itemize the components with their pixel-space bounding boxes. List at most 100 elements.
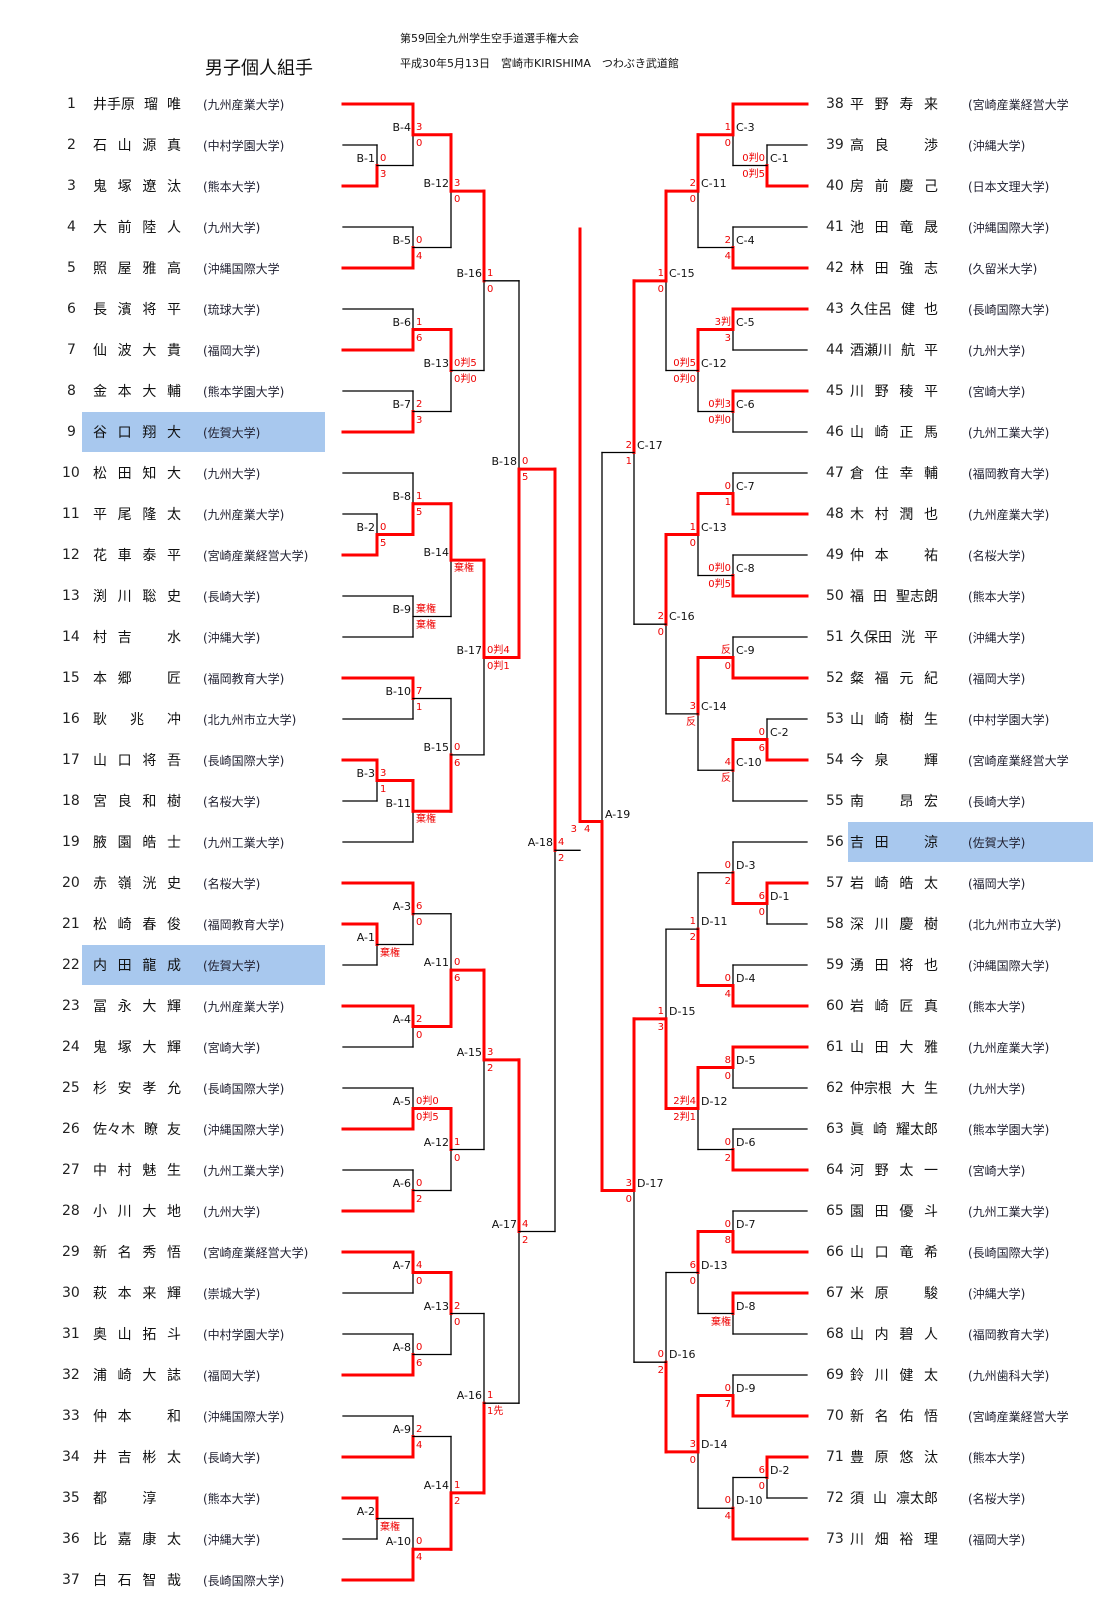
player-university: (沖縄大学) bbox=[968, 138, 1026, 153]
player-row: 73 川畑裕理 (福岡大学) bbox=[826, 1519, 1093, 1559]
score-bottom: 反 bbox=[686, 716, 696, 728]
player-name: 井手原瑠唯 bbox=[93, 94, 181, 114]
player-name-part: 淳 bbox=[142, 1491, 157, 1507]
score-bottom: 0判0 bbox=[708, 414, 731, 426]
match-label: D-8 bbox=[736, 1299, 756, 1313]
match-label: B-16 bbox=[456, 266, 482, 280]
player-university: (久留米大学) bbox=[968, 261, 1038, 276]
player-university: (佐賀大学) bbox=[203, 425, 261, 440]
player-name-part: 輝 bbox=[923, 753, 938, 769]
score-top: 0 bbox=[724, 1218, 731, 1230]
player-row: 61 山田大雅 (九州産業大学) bbox=[826, 1027, 1093, 1067]
match-label: A-9 bbox=[392, 1422, 411, 1436]
player-name-part: 川 bbox=[850, 384, 864, 400]
player-name-part: 田 bbox=[874, 1204, 889, 1220]
player-name-part: 谷 bbox=[93, 425, 107, 441]
player-name-part: 泉 bbox=[874, 753, 889, 769]
score-top: 反 bbox=[721, 644, 731, 656]
player-number: 22 bbox=[62, 957, 80, 973]
player-row: 5 照屋雅高 (沖縄国際大学 bbox=[67, 248, 325, 288]
score-top: 0 bbox=[724, 859, 731, 871]
player-name: 久保田洸平 bbox=[850, 627, 938, 647]
score-bottom: 4 bbox=[416, 250, 423, 262]
match-label: B-18 bbox=[491, 455, 517, 469]
score-bottom: 1 bbox=[724, 496, 731, 508]
player-university: (日本文理大学) bbox=[968, 179, 1050, 194]
player-name-part: 大 bbox=[142, 999, 157, 1015]
player-university: (宮崎産業経営大学) bbox=[203, 1245, 309, 1260]
score-bottom: 0 bbox=[724, 137, 731, 149]
player-name-part: 野 bbox=[874, 97, 889, 113]
player-number: 53 bbox=[826, 711, 844, 727]
player-name-part: 福 bbox=[850, 589, 864, 605]
player-number: 67 bbox=[826, 1285, 844, 1301]
player-name: 倉住幸輔 bbox=[850, 463, 938, 483]
player-university: (九州工業大学) bbox=[968, 425, 1050, 440]
player-university: (長崎大学) bbox=[203, 589, 261, 604]
player-university: (名桜大学) bbox=[968, 1491, 1026, 1506]
player-number: 72 bbox=[826, 1490, 844, 1506]
player-row: 44 酒瀬川航平 (九州大学) bbox=[826, 330, 1093, 370]
player-name: 中村魅生 bbox=[93, 1160, 181, 1180]
player-name: 冨永大輝 bbox=[93, 996, 181, 1016]
player-university: (福岡教育大学) bbox=[203, 917, 285, 932]
match-label: D-15 bbox=[669, 1004, 696, 1018]
player-university: (九州大学) bbox=[203, 1204, 261, 1219]
score-top: 2 bbox=[724, 234, 731, 246]
score-top: 4 bbox=[522, 1218, 529, 1230]
match-label: D-12 bbox=[701, 1094, 728, 1108]
player-name-part: 安 bbox=[117, 1081, 132, 1097]
player-name-part: 生 bbox=[923, 712, 938, 728]
score-top: 0判0 bbox=[416, 1095, 439, 1107]
player-name-part: 汰 bbox=[923, 1450, 938, 1466]
player-name-part: 誌 bbox=[166, 1368, 181, 1384]
player-name-part: 崎 bbox=[117, 1368, 132, 1384]
player-name-part: 房 bbox=[850, 179, 864, 195]
player-row: 71 豊原悠汰 (熊本大学) bbox=[826, 1437, 1093, 1477]
player-name-part: 皓 bbox=[899, 876, 914, 892]
player-name-part: 田 bbox=[117, 958, 132, 974]
score-bottom: 2 bbox=[724, 1152, 731, 1164]
player-name-part: 宮 bbox=[93, 794, 107, 810]
player-name-part: 瞭 bbox=[144, 1122, 158, 1138]
player-university: (九州歯科大学) bbox=[968, 1368, 1050, 1383]
score-top: 2 bbox=[454, 1300, 461, 1312]
player-name: 鬼塚大輝 bbox=[93, 1037, 181, 1057]
match-label: C-4 bbox=[736, 233, 755, 247]
player-university: (中村学園大学) bbox=[203, 138, 285, 153]
player-name-part: 理 bbox=[923, 1532, 938, 1548]
player-name-part: 鬼 bbox=[93, 1040, 107, 1056]
player-number: 25 bbox=[62, 1080, 80, 1096]
player-name-part: 口 bbox=[117, 753, 132, 769]
player-name-part: 悟 bbox=[923, 1409, 938, 1425]
player-number: 59 bbox=[826, 957, 844, 973]
player-name-part: 大 bbox=[142, 1368, 157, 1384]
match-label: C-13 bbox=[701, 520, 727, 534]
player-name-part: 内 bbox=[93, 958, 107, 974]
player-name-part: 昂 bbox=[899, 794, 914, 810]
player-number: 51 bbox=[826, 629, 844, 645]
match-label: A-14 bbox=[423, 1478, 449, 1492]
player-name-part: 太 bbox=[923, 876, 938, 892]
match-label: B-7 bbox=[392, 397, 411, 411]
match-label: D-13 bbox=[701, 1258, 728, 1272]
player-name-part: 太 bbox=[899, 1163, 914, 1179]
score-top: 4 bbox=[416, 1259, 423, 1271]
player-university: (中村学園大学) bbox=[968, 712, 1050, 727]
player-name-part: 川 bbox=[874, 917, 889, 933]
score-bottom: 0 bbox=[724, 660, 731, 672]
score-top: 0判0 bbox=[742, 152, 765, 164]
score-top: 3 bbox=[454, 178, 461, 190]
player-name-part: 長 bbox=[93, 302, 107, 318]
player-number: 30 bbox=[62, 1285, 80, 1301]
player-name: 仲本 和 bbox=[93, 1406, 181, 1426]
player-row: 41 池田竜晟 (沖縄国際大学) bbox=[826, 207, 1093, 247]
match-label: B-11 bbox=[385, 797, 411, 811]
score-bottom: 3 bbox=[724, 332, 731, 344]
match-label: D-9 bbox=[736, 1381, 756, 1395]
player-row: 29 新名秀悟 (宮崎産業経営大学) bbox=[62, 1232, 325, 1272]
player-number: 8 bbox=[67, 383, 76, 399]
player-row: 7 仙波大貴 (福岡大学) bbox=[67, 330, 325, 370]
player-row: 39 高良 渉 (沖縄大学) bbox=[826, 125, 1093, 165]
